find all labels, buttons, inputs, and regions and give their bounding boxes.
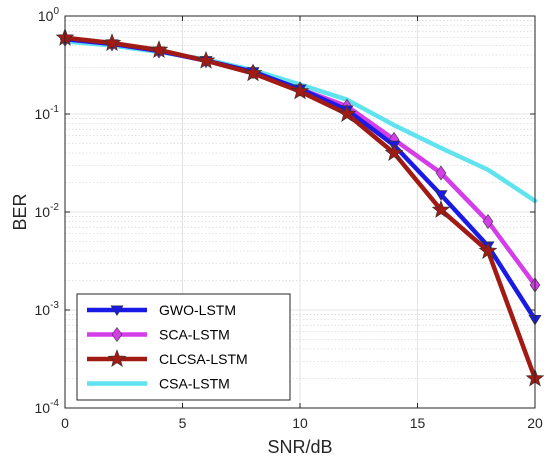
x-tick-label: 15 — [410, 415, 426, 431]
data-point — [435, 165, 447, 181]
data-point — [290, 81, 310, 100]
data-point — [482, 213, 494, 230]
data-point — [478, 241, 498, 259]
x-tick-label: 0 — [61, 415, 69, 431]
legend-marker — [111, 326, 123, 343]
legend-entry: SCA-LSTM — [87, 327, 230, 343]
y-tick-label: 10-2 — [35, 202, 60, 220]
y-axis-title: BER — [10, 193, 30, 230]
legend-entry: CLCSA-LSTM — [87, 349, 248, 367]
y-tick-label: 10-1 — [35, 104, 60, 122]
legend: GWO-LSTM SCA-LSTM CLCSA-LSTM CSA-LSTM — [76, 293, 291, 401]
data-point — [434, 190, 448, 201]
legend-label: CSA-LSTM — [159, 376, 230, 392]
x-axis-title: SNR/dB — [267, 437, 332, 457]
legend-label: GWO-LSTM — [159, 302, 236, 318]
data-point — [384, 143, 404, 161]
data-point — [102, 33, 122, 51]
legend-label: SCA-LSTM — [159, 327, 230, 343]
legend-entry: GWO-LSTM — [87, 302, 236, 318]
data-point — [196, 50, 216, 69]
y-tick-label: 10-4 — [35, 398, 60, 416]
data-point — [337, 104, 357, 122]
y-tick-label: 100 — [38, 6, 60, 24]
legend-marker — [107, 349, 127, 367]
legend-label: CLCSA-LSTM — [159, 351, 248, 367]
axis-ticks: 0 5 10 15 20 10-4 10-3 10-2 10-1 100 — [35, 6, 543, 431]
legend-marker — [110, 305, 124, 316]
data-series — [55, 27, 545, 387]
data-point — [149, 40, 169, 58]
data-point — [431, 200, 451, 218]
data-point — [243, 63, 263, 82]
x-tick-label: 20 — [527, 415, 543, 431]
y-tick-label: 10-3 — [35, 300, 60, 318]
x-tick-label: 10 — [292, 415, 308, 431]
x-tick-label: 5 — [179, 415, 187, 431]
legend-entry: CSA-LSTM — [87, 376, 230, 392]
